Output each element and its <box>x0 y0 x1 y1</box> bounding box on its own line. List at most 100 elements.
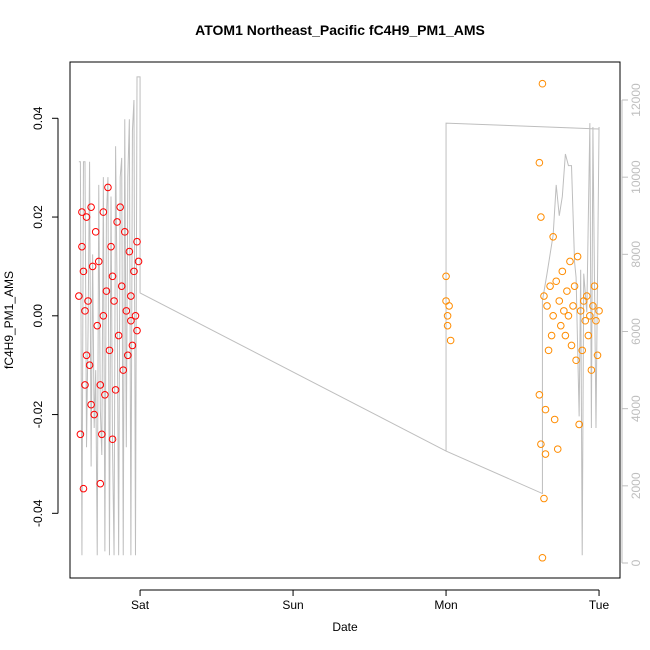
scatter-point <box>116 203 124 211</box>
scatter-point <box>560 307 568 315</box>
scatter-point <box>87 203 95 211</box>
scatter-point <box>538 553 547 562</box>
scatter-point <box>114 331 123 340</box>
x-tick-label: Sun <box>282 598 303 612</box>
scatter-point <box>576 307 585 315</box>
scatter-point <box>90 410 98 419</box>
scatter-point <box>566 257 574 266</box>
scatter-point <box>82 213 91 221</box>
plot-frame <box>69 61 621 579</box>
altitude-line <box>78 76 600 556</box>
scatter-point <box>595 307 603 315</box>
scatter-point <box>593 351 602 360</box>
scatter-point <box>96 479 105 488</box>
scatter-point <box>541 450 550 458</box>
scatter-point <box>88 262 97 271</box>
scatter-point <box>111 386 120 394</box>
scatter-point <box>535 158 544 167</box>
scatter-point <box>555 297 564 305</box>
scatter-point <box>567 341 576 350</box>
scatter-point <box>592 316 600 325</box>
x-axis-label: Date <box>332 620 358 634</box>
scatter-point <box>569 302 577 310</box>
scatter-point <box>113 218 121 226</box>
y-tick-label: 0.02 <box>31 205 45 229</box>
scatter-point <box>79 267 88 276</box>
scatter-point <box>546 282 554 290</box>
scatter-point <box>107 242 115 251</box>
scatter-point <box>122 307 131 315</box>
y-tick-label: 0.04 <box>31 106 45 130</box>
scatter-point <box>587 366 596 374</box>
scatter-point <box>101 391 109 399</box>
y-tick-label: -0.02 <box>31 401 45 429</box>
scatter-point <box>575 420 583 429</box>
y2-tick-label: 8000 <box>629 241 643 268</box>
scatter-point <box>535 391 544 399</box>
scatter-point <box>589 302 597 310</box>
y2-tick-label: 4000 <box>629 395 643 422</box>
scatter-point <box>550 415 559 424</box>
scatter-point <box>540 292 548 300</box>
scatter-point <box>119 366 128 374</box>
scatter-point <box>82 351 91 360</box>
scatter-point <box>564 312 573 320</box>
scatter-point <box>538 79 547 88</box>
scatter-point <box>117 282 126 290</box>
scatter-point <box>125 247 134 256</box>
scatter-point <box>553 445 562 453</box>
scatter-point <box>131 312 140 320</box>
scatter-point <box>133 326 141 335</box>
scatter-point <box>124 351 132 360</box>
scatter-point <box>586 312 594 320</box>
scatter-point <box>76 430 85 439</box>
scatter-point <box>443 321 452 330</box>
scatter-point <box>544 346 553 355</box>
scatter-point <box>583 292 591 300</box>
y-axis-label: fC4H9_PM1_AMS <box>2 271 16 369</box>
y2-tick-label: 10000 <box>629 160 643 194</box>
scatter-point <box>537 440 545 448</box>
scatter-point <box>108 435 117 444</box>
scatter-point <box>127 316 135 325</box>
scatter-point <box>543 302 551 310</box>
scatter-point <box>105 346 114 355</box>
scatter-point <box>94 257 103 266</box>
scatter-point <box>133 237 141 246</box>
scatter-point <box>541 405 550 414</box>
scatter-point <box>108 272 117 281</box>
scatter-point <box>91 228 100 236</box>
scatter-point <box>87 400 95 409</box>
scatter-point <box>98 430 106 439</box>
scatter-point <box>134 257 143 266</box>
y2-tick-label: 6000 <box>629 318 643 345</box>
scatter-point <box>549 312 557 320</box>
scatter-point <box>581 316 590 325</box>
scatter-point <box>556 321 565 330</box>
scatter-point <box>578 346 587 355</box>
scatter-point <box>552 277 561 286</box>
scatter-point <box>445 302 453 310</box>
scatter-point <box>99 312 108 320</box>
scatter-point <box>561 331 570 340</box>
scatter-point <box>99 208 108 216</box>
x-tick-label: Sat <box>131 598 150 612</box>
scatter-point <box>537 213 545 221</box>
scatter-point <box>96 381 105 389</box>
scatter-point <box>78 242 86 251</box>
scatter-point <box>570 282 579 290</box>
scatter-point <box>110 297 118 305</box>
scatter-point <box>78 208 86 216</box>
scatter-point <box>81 381 89 389</box>
scatter-point <box>79 484 88 493</box>
scatter-point <box>81 307 89 315</box>
scatter-point <box>84 297 92 305</box>
y-tick-label: -0.04 <box>31 499 45 527</box>
y2-tick-label: 2000 <box>629 472 643 499</box>
scatter-point <box>130 267 138 276</box>
y2-tick-label: 0 <box>629 559 643 566</box>
scatter-point <box>93 321 102 330</box>
scatter-point <box>104 183 112 192</box>
scatter-point <box>443 312 452 320</box>
